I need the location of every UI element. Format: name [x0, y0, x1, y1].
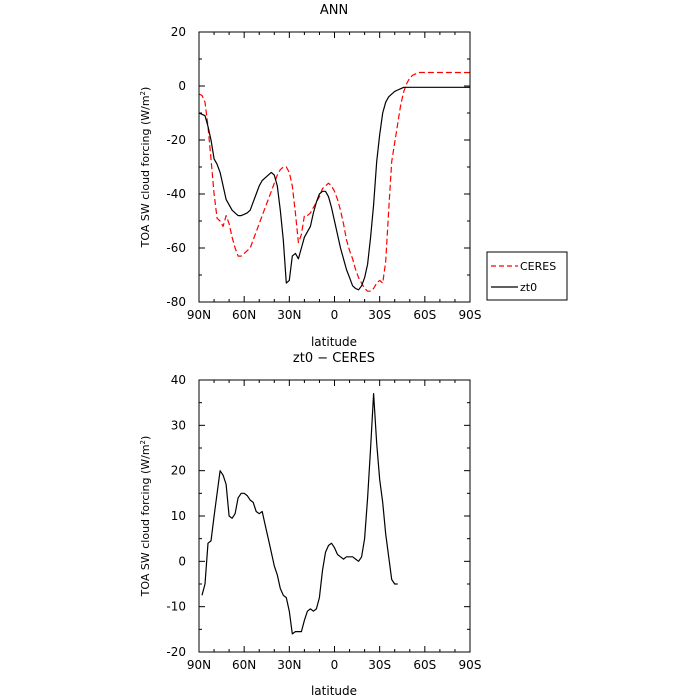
- x-tick-label: 60S: [413, 658, 436, 672]
- bottom-ticks: 90N 60N 30N 0 30S 60S 90S 40 30 20 10 0 -10 -20: [166, 373, 481, 672]
- top-x-axis-label: latitude: [311, 335, 357, 349]
- series-line-ceres: [198, 71, 470, 292]
- y-tick-label: -80: [166, 295, 186, 309]
- top-y-axis-label-end: ): [139, 87, 152, 91]
- y-tick-label: -40: [166, 187, 186, 201]
- x-tick-label: 30N: [277, 658, 301, 672]
- x-tick-label: 90S: [459, 658, 482, 672]
- series-line-zt0: [198, 86, 470, 291]
- top-ticks: 90N 60N 30N 0 30S 60S 90S 20 0 -20 -40 -60 -80: [166, 25, 481, 322]
- x-tick-label: 60N: [232, 308, 256, 322]
- bottom-y-axis-label: TOA SW cloud forcing (W/m2): [139, 436, 152, 598]
- bottom-y-axis-label-sup: 2: [139, 440, 147, 444]
- y-tick-label: 0: [178, 554, 186, 568]
- y-tick-label: 10: [171, 509, 186, 523]
- bottom-panel: zt0 − CERES 90N 60N 30N 0 30S 60S 90S 40 30 20 10 0…: [139, 351, 481, 698]
- bottom-chart-title: zt0 − CERES: [293, 351, 375, 366]
- x-tick-label: 60N: [232, 658, 256, 672]
- top-legend: CERES zt0: [486, 251, 568, 301]
- y-tick-label: -20: [166, 133, 186, 147]
- legend-label-zt0: zt0: [520, 281, 537, 294]
- y-tick-label: 20: [171, 464, 186, 478]
- top-plot-frame: [198, 31, 471, 303]
- y-tick-label: -60: [166, 241, 186, 255]
- top-chart-title: ANN: [320, 3, 348, 18]
- x-tick-label: 0: [331, 658, 339, 672]
- x-tick-label: 30S: [368, 308, 391, 322]
- legend-label-ceres: CERES: [520, 260, 556, 273]
- x-tick-label: 0: [331, 308, 339, 322]
- top-y-axis-label-sup: 2: [139, 91, 147, 95]
- y-tick-label: 0: [178, 79, 186, 93]
- y-tick-label: 20: [171, 25, 186, 39]
- top-series: [198, 71, 470, 292]
- x-tick-label: 90N: [187, 658, 211, 672]
- x-tick-label: 30S: [368, 658, 391, 672]
- top-panel: ANN 90N 60N 30N 0 30S 60S 90S 20 0 -20 -40 -60 -80 l…: [139, 3, 568, 349]
- y-tick-label: 40: [171, 373, 186, 387]
- bottom-y-axis-label-main: TOA SW cloud forcing (W/m: [139, 444, 152, 597]
- y-tick-label: -20: [166, 645, 186, 659]
- series-line-difference: [201, 393, 398, 635]
- y-tick-label: 30: [171, 418, 186, 432]
- y-tick-label: -10: [166, 600, 186, 614]
- bottom-series: [201, 393, 398, 635]
- bottom-y-axis-label-end: ): [139, 436, 152, 440]
- x-tick-label: 90N: [187, 308, 211, 322]
- legend-box: [486, 251, 568, 301]
- x-tick-label: 30N: [277, 308, 301, 322]
- top-y-axis-label-main: TOA SW cloud forcing (W/m: [139, 95, 152, 248]
- x-tick-label: 90S: [459, 308, 482, 322]
- x-tick-label: 60S: [413, 308, 436, 322]
- bottom-plot-frame: [198, 379, 471, 653]
- top-y-axis-label: TOA SW cloud forcing (W/m2): [139, 87, 152, 249]
- bottom-x-axis-label: latitude: [311, 684, 357, 698]
